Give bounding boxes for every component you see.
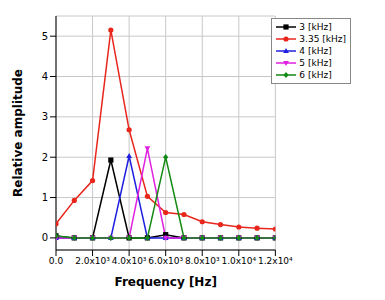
svg-text:4.0x10³: 4.0x10³ <box>112 256 147 266</box>
html-text:4 [kHz]: 4 [kHz] <box>299 46 332 56</box>
svg-text:8.0x10³: 8.0x10³ <box>185 256 220 266</box>
html-text:3.35 [kHz]: 3.35 [kHz] <box>299 34 346 44</box>
svg-text:6.0x10³: 6.0x10³ <box>148 256 183 266</box>
svg-text:5: 5 <box>42 31 48 42</box>
html-text:3 [kHz]: 3 [kHz] <box>299 22 332 32</box>
svg-text:2.0x10³: 2.0x10³ <box>75 256 110 266</box>
html-text:6 [kHz]: 6 [kHz] <box>299 70 332 80</box>
svg-text:1: 1 <box>42 192 48 203</box>
svg-text:3: 3 <box>42 111 48 122</box>
svg-text:0: 0 <box>42 232 48 243</box>
svg-text:0.0: 0.0 <box>49 256 64 266</box>
svg-text:1.0x10⁴: 1.0x10⁴ <box>221 256 256 266</box>
html-text:5 [kHz]: 5 [kHz] <box>299 58 332 68</box>
svg-text:2: 2 <box>42 152 48 163</box>
svg-text:Frequency [Hz]: Frequency [Hz] <box>114 275 216 289</box>
svg-text:1.2x10⁴: 1.2x10⁴ <box>258 256 293 266</box>
svg-text:Relative amplitude: Relative amplitude <box>11 69 25 197</box>
svg-text:4: 4 <box>42 71 48 82</box>
